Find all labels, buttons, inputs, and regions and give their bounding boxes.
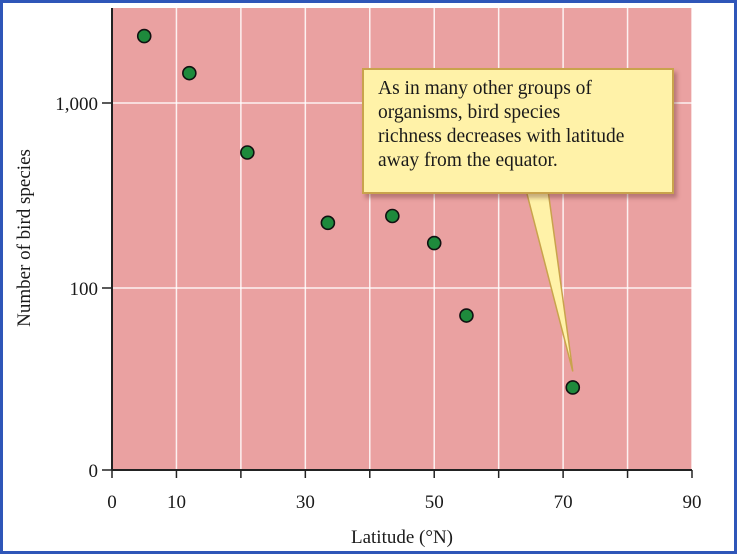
y-tick-label: 1,000 (55, 94, 98, 115)
x-tick-label: 10 (167, 492, 186, 513)
data-point (565, 380, 581, 395)
data-point (459, 308, 474, 323)
data-point (136, 28, 152, 44)
y-axis-title: Number of bird species (14, 149, 35, 327)
data-points (136, 28, 581, 395)
x-tick-label: 90 (683, 492, 702, 513)
x-axis-ticks: 0 10 30 50 70 90 (107, 470, 702, 513)
y-tick-label: 0 (89, 461, 99, 482)
data-point (240, 145, 255, 160)
x-tick-label: 70 (554, 492, 573, 513)
x-axis-title: Latitude (°N) (351, 527, 453, 548)
data-point (182, 65, 197, 81)
x-tick-label: 30 (296, 492, 315, 513)
y-tick-label: 100 (70, 279, 99, 300)
annotation-callout: As in many other groups of organisms, bi… (362, 68, 674, 194)
data-point (320, 215, 336, 231)
data-point (426, 235, 442, 251)
axes (111, 8, 692, 471)
data-point (385, 208, 400, 224)
y-axis-ticks: 0 100 1,000 (55, 94, 112, 482)
x-tick-label: 50 (425, 492, 444, 513)
x-tick-label: 0 (107, 492, 117, 513)
